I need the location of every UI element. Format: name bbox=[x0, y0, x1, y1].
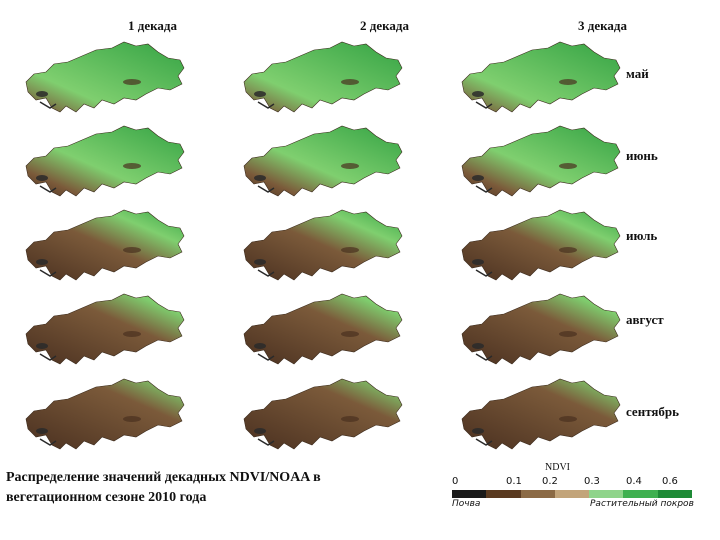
legend-tick: 0.6 bbox=[662, 476, 678, 487]
month-label: май bbox=[626, 66, 649, 81]
ndvi-map bbox=[238, 122, 408, 200]
legend-tick: 0.4 bbox=[626, 476, 642, 487]
month-label: август bbox=[626, 312, 664, 327]
legend-tick: 0.3 bbox=[584, 476, 600, 487]
legend-swatch bbox=[520, 490, 555, 498]
legend-swatch bbox=[554, 490, 590, 498]
column-header-3: 3 декада bbox=[578, 18, 627, 33]
ndvi-map bbox=[20, 290, 190, 368]
ndvi-map bbox=[20, 122, 190, 200]
month-label: июль bbox=[626, 228, 658, 243]
legend-swatch bbox=[657, 490, 692, 498]
legend-color-bar bbox=[452, 490, 692, 498]
ndvi-map bbox=[238, 206, 408, 284]
legend-tick: 0 bbox=[452, 476, 459, 487]
legend-swatch bbox=[452, 490, 487, 498]
column-header-1: 1 декада bbox=[128, 18, 177, 33]
ndvi-map bbox=[456, 290, 626, 368]
month-label: июнь bbox=[626, 148, 658, 163]
ndvi-legend: NDVI 0 0.1 0.2 0.3 0.4 0.6 Почва Растите… bbox=[450, 462, 710, 512]
ndvi-map bbox=[456, 375, 626, 453]
legend-left-label: Почва bbox=[452, 499, 481, 509]
legend-title: NDVI bbox=[545, 462, 570, 473]
ndvi-map bbox=[456, 206, 626, 284]
ndvi-map bbox=[456, 38, 626, 116]
legend-swatch bbox=[486, 490, 521, 498]
ndvi-map bbox=[238, 38, 408, 116]
ndvi-map bbox=[20, 206, 190, 284]
ndvi-map bbox=[20, 38, 190, 116]
legend-swatch bbox=[589, 490, 624, 498]
column-header-2: 2 декада bbox=[360, 18, 409, 33]
ndvi-map bbox=[238, 290, 408, 368]
figure-caption: Распределение значений декадных NDVI/NOA… bbox=[6, 470, 321, 505]
ndvi-map bbox=[456, 122, 626, 200]
legend-tick: 0.2 bbox=[542, 476, 558, 487]
legend-swatch bbox=[623, 490, 658, 498]
ndvi-map bbox=[238, 375, 408, 453]
month-label: сентябрь bbox=[626, 404, 680, 419]
ndvi-map bbox=[20, 375, 190, 453]
legend-right-label: Растительный покров bbox=[590, 499, 694, 509]
legend-tick: 0.1 bbox=[506, 476, 522, 487]
